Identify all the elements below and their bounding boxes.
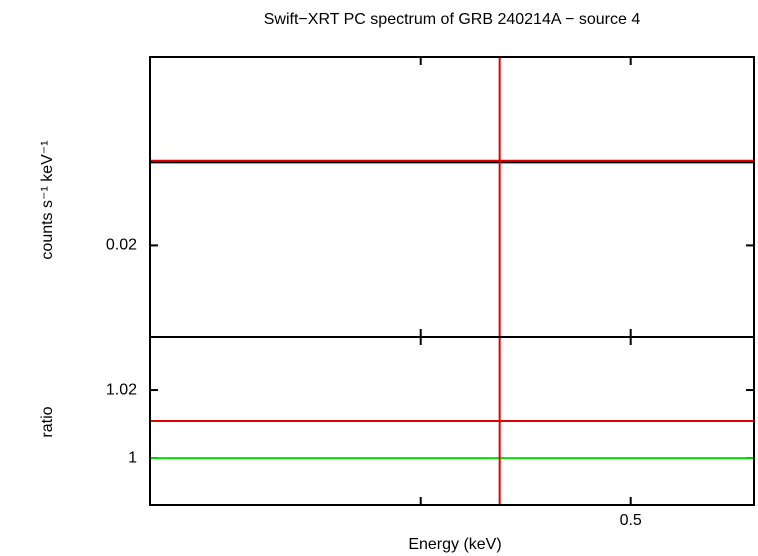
- chart-title: Swift−XRT PC spectrum of GRB 240214A − s…: [264, 11, 641, 28]
- y-tick-label: 0.02: [106, 237, 137, 254]
- x-axis-label: Energy (keV): [408, 536, 501, 553]
- y-tick-label: 1: [128, 449, 137, 466]
- y-axis-label: counts s⁻¹ keV⁻¹: [39, 140, 56, 259]
- y-axis-label: ratio: [39, 406, 56, 437]
- plot-frame: [149, 56, 755, 338]
- x-tick-label: 0.5: [620, 512, 642, 529]
- plot-frame: [149, 336, 755, 506]
- y-tick-label: 1.02: [106, 381, 137, 398]
